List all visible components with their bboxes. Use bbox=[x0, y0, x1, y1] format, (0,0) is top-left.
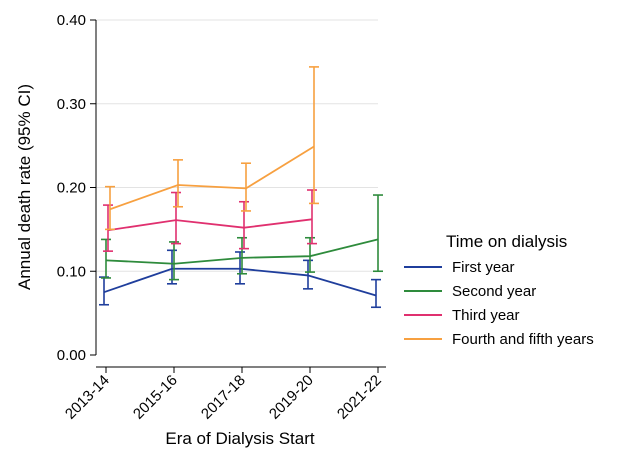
y-axis-title: Annual death rate (95% CI) bbox=[15, 84, 34, 290]
series-1 bbox=[101, 194, 383, 281]
legend-label-0: First year bbox=[452, 259, 515, 276]
gridlines bbox=[96, 19, 378, 272]
y-tick-label-3: 0.30 bbox=[57, 96, 86, 113]
legend-label-1: Second year bbox=[452, 283, 536, 300]
series-line-0 bbox=[103, 267, 377, 297]
legend-label-2: Third year bbox=[452, 307, 520, 324]
x-tick-label-4: 2021-22 bbox=[334, 372, 385, 423]
series-line-2 bbox=[107, 218, 313, 232]
series-line-3 bbox=[109, 145, 315, 211]
legend: First year Second year Third year Fourth an… bbox=[404, 259, 594, 348]
series-3 bbox=[105, 66, 319, 231]
axes: 0.00 0.10 0.20 0.30 0.40 2013-14 2015-16 2017-1… bbox=[57, 12, 386, 423]
x-tick-label-3: 2019-20 bbox=[266, 372, 317, 423]
y-tick-label-4: 0.40 bbox=[57, 12, 86, 29]
y-tick-label-1: 0.10 bbox=[57, 263, 86, 280]
x-tick-label-0: 2013-14 bbox=[62, 372, 113, 423]
x-axis-title: Era of Dialysis Start bbox=[165, 429, 315, 448]
y-tick-label-2: 0.20 bbox=[57, 180, 86, 197]
series-2 bbox=[103, 189, 317, 252]
legend-title: Time on dialysis bbox=[446, 232, 567, 251]
legend-label-3: Fourth and fifth years bbox=[452, 331, 594, 348]
x-tick-label-1: 2015-16 bbox=[130, 372, 181, 423]
series-line-1 bbox=[105, 238, 379, 265]
x-tick-label-2: 2017-18 bbox=[198, 372, 249, 423]
y-tick-label-0: 0.00 bbox=[57, 347, 86, 364]
series-layer bbox=[99, 66, 383, 309]
